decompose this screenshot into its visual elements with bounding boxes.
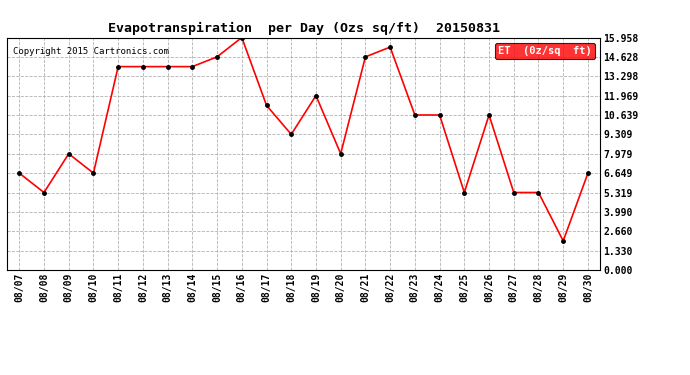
Text: Copyright 2015 Cartronics.com: Copyright 2015 Cartronics.com [13,47,169,56]
Legend: ET  (0z/sq  ft): ET (0z/sq ft) [495,43,595,59]
Title: Evapotranspiration  per Day (Ozs sq/ft)  20150831: Evapotranspiration per Day (Ozs sq/ft) 2… [108,22,500,35]
